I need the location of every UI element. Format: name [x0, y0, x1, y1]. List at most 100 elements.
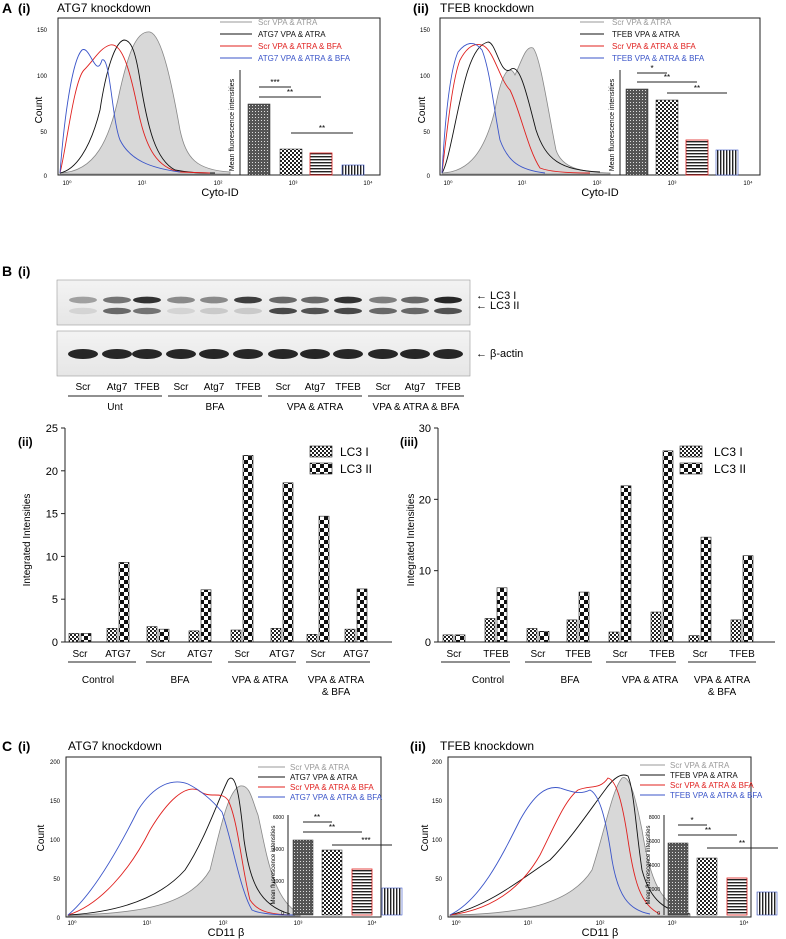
panel-a-i-xtick: 10¹ [138, 181, 147, 187]
panel-a-ii-ylabel: Count [417, 96, 428, 123]
actin-band [368, 349, 398, 359]
panel-c-ii-xlabel: CD11 β [582, 927, 619, 939]
lc3-i-band [69, 296, 97, 304]
inset-ytick: 6000 [649, 839, 660, 845]
panel-c-i-ylabel: Count [36, 824, 47, 851]
legend-label: Scr VPA & ATRA [670, 761, 730, 770]
x-tick-label: Scr [447, 649, 463, 660]
lc3-ii-band [103, 307, 131, 315]
group-label: VPA & ATRA [694, 675, 751, 686]
panel-c-i: (i) ATG7 knockdown 0 50 100 150 200 Coun… [18, 739, 403, 939]
panel-c-ii-xtick: 10⁰ [451, 920, 461, 927]
legend-label: Scr VPA & ATRA & BFA [612, 42, 696, 51]
legend-label: ATG7 VPA & ATRA & BFA [258, 54, 351, 63]
inset-bar [625, 88, 649, 176]
inset-bar [279, 148, 303, 176]
panel-a: A (i) ATG7 knockdown 0 50 100 150 Count … [2, 0, 761, 199]
sig-mark: ** [705, 826, 711, 835]
lc3-i-band [167, 296, 195, 304]
legend-swatch [309, 462, 333, 475]
inset-ytick: 4000 [273, 847, 284, 853]
panel-c-i-frame [65, 756, 382, 918]
chart-b-ii-ylabel: Integrated Intensities [22, 494, 33, 587]
bar [158, 628, 170, 643]
panel-c-ii-ylabel: Count [420, 824, 431, 851]
legend-label: Scr VPA & ATRA & BFA [290, 783, 374, 792]
panel-a-i: (i) ATG7 knockdown 0 50 100 150 Count 10… [18, 1, 381, 199]
chart-b-ii: (ii) Integrated Intensities LC3 I LC3 II… [18, 423, 392, 698]
group-label: VPA & ATRA & BFA [373, 402, 460, 413]
x-tick-label: Scr [693, 649, 709, 660]
inset-bar [247, 103, 271, 176]
sig-mark: ** [319, 124, 325, 133]
c-ii-legend: Scr VPA & ATRA TFEB VPA & ATRA Scr VPA &… [640, 761, 763, 800]
lc3-ii-band [269, 307, 297, 315]
actin-band [400, 349, 430, 359]
y-tick-label: 5 [52, 594, 58, 606]
group-label: & BFA [708, 687, 737, 698]
panel-a-i-ytick: 100 [37, 74, 48, 80]
bar [662, 450, 674, 643]
panel-a-ii-xtick: 10² [593, 181, 602, 187]
sig-mark: *** [270, 78, 279, 87]
actin-band [166, 349, 196, 359]
sig-mark: * [690, 816, 693, 825]
x-tick-label: Scr [311, 649, 327, 660]
y-tick-label: 10 [46, 551, 58, 563]
panel-c-i-ytick: 100 [50, 838, 61, 844]
x-tick-label: TFEB [649, 649, 675, 660]
c-i-curve-scr [67, 785, 301, 917]
bar [454, 634, 466, 643]
inset-ylabel: Mean fluorescence intensities [609, 78, 616, 171]
panel-c-ii-xtick: 10³ [668, 921, 677, 927]
inset-ytick: 4000 [649, 863, 660, 869]
a-ii-legend: Scr VPA & ATRA TFEB VPA & ATRA Scr VPA &… [580, 18, 705, 63]
lane-label: Scr [376, 382, 392, 393]
lane-label: Atg7 [305, 382, 326, 393]
panel-a-ii-xtick: 10⁰ [443, 180, 453, 187]
panel-c-i-xtick: 10² [219, 921, 228, 927]
y-tick-label: 30 [419, 423, 431, 435]
y-tick-label: 0 [425, 637, 431, 649]
legend-label: TFEB VPA & ATRA & BFA [612, 54, 705, 63]
inset-ytick: 2000 [649, 887, 660, 893]
lc3-i-band [133, 296, 161, 304]
lc3-ii-band [301, 307, 329, 315]
panel-c-ii-label: (ii) [410, 739, 426, 754]
panel-a-i-xlabel: Cyto-ID [201, 187, 238, 199]
x-tick-label: ATG7 [105, 649, 131, 660]
inset-ytick: 6000 [273, 815, 284, 821]
sig-mark: ** [739, 839, 745, 848]
lc3-i-band [334, 296, 362, 304]
group-label: BFA [561, 675, 580, 686]
group-label: BFA [206, 402, 225, 413]
panel-c-i-ytick: 150 [50, 799, 61, 805]
bar [578, 591, 590, 643]
lane-label: Scr [76, 382, 92, 393]
legend-swatch [679, 462, 703, 475]
x-tick-label: TFEB [483, 649, 509, 660]
chart-b-iii-legend: LC3 I LC3 II [679, 445, 746, 476]
actin-band [199, 349, 229, 359]
panel-a-i-xtick: 10⁰ [62, 180, 72, 187]
inset-bar [341, 164, 365, 176]
bar [242, 455, 254, 643]
legend-label: Scr VPA & ATRA [612, 18, 672, 27]
a-i-legend: Scr VPA & ATRA ATG7 VPA & ATRA Scr VPA &… [220, 18, 351, 63]
sig-mark: ** [287, 88, 293, 97]
bar [608, 631, 620, 643]
a-i-inset: Mean fluorescence intensities *** ** ** [229, 70, 365, 176]
panel-c-ii-title: TFEB knockdown [440, 739, 534, 753]
bar [68, 633, 80, 643]
inset-bar [321, 849, 343, 916]
actin-band [132, 349, 162, 359]
panel-a-ii-ytick: 0 [427, 174, 431, 180]
y-tick-label: 25 [46, 423, 58, 435]
c-i-curve-scr-bfa [67, 788, 291, 916]
x-tick-label: TFEB [729, 649, 755, 660]
panel-c-i-xtick: 10³ [294, 921, 303, 927]
y-tick-label: 20 [419, 494, 431, 506]
group-label: Control [82, 675, 114, 686]
inset-bar [726, 877, 748, 916]
inset-bar [309, 152, 333, 176]
